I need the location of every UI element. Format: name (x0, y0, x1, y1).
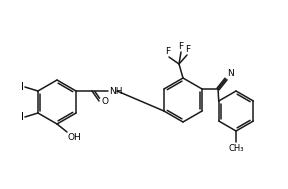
Text: F: F (185, 45, 191, 54)
Text: NH: NH (109, 87, 123, 95)
Text: I: I (21, 112, 24, 122)
Text: OH: OH (68, 133, 82, 142)
Text: N: N (227, 69, 234, 78)
Text: CH₃: CH₃ (228, 144, 244, 153)
Text: O: O (101, 97, 108, 105)
Text: F: F (165, 47, 170, 56)
Text: F: F (179, 42, 183, 51)
Text: I: I (21, 82, 24, 92)
